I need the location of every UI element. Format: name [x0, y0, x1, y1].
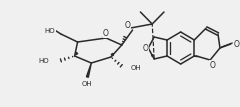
- Text: HO: HO: [38, 58, 49, 64]
- Text: OH: OH: [131, 65, 141, 71]
- Polygon shape: [86, 63, 91, 77]
- Text: O: O: [234, 39, 240, 48]
- Text: O: O: [103, 28, 109, 37]
- Text: HO: HO: [45, 28, 55, 34]
- Text: O: O: [142, 44, 148, 53]
- Text: O: O: [125, 21, 131, 30]
- Text: OH: OH: [82, 81, 93, 87]
- Text: O: O: [209, 60, 215, 70]
